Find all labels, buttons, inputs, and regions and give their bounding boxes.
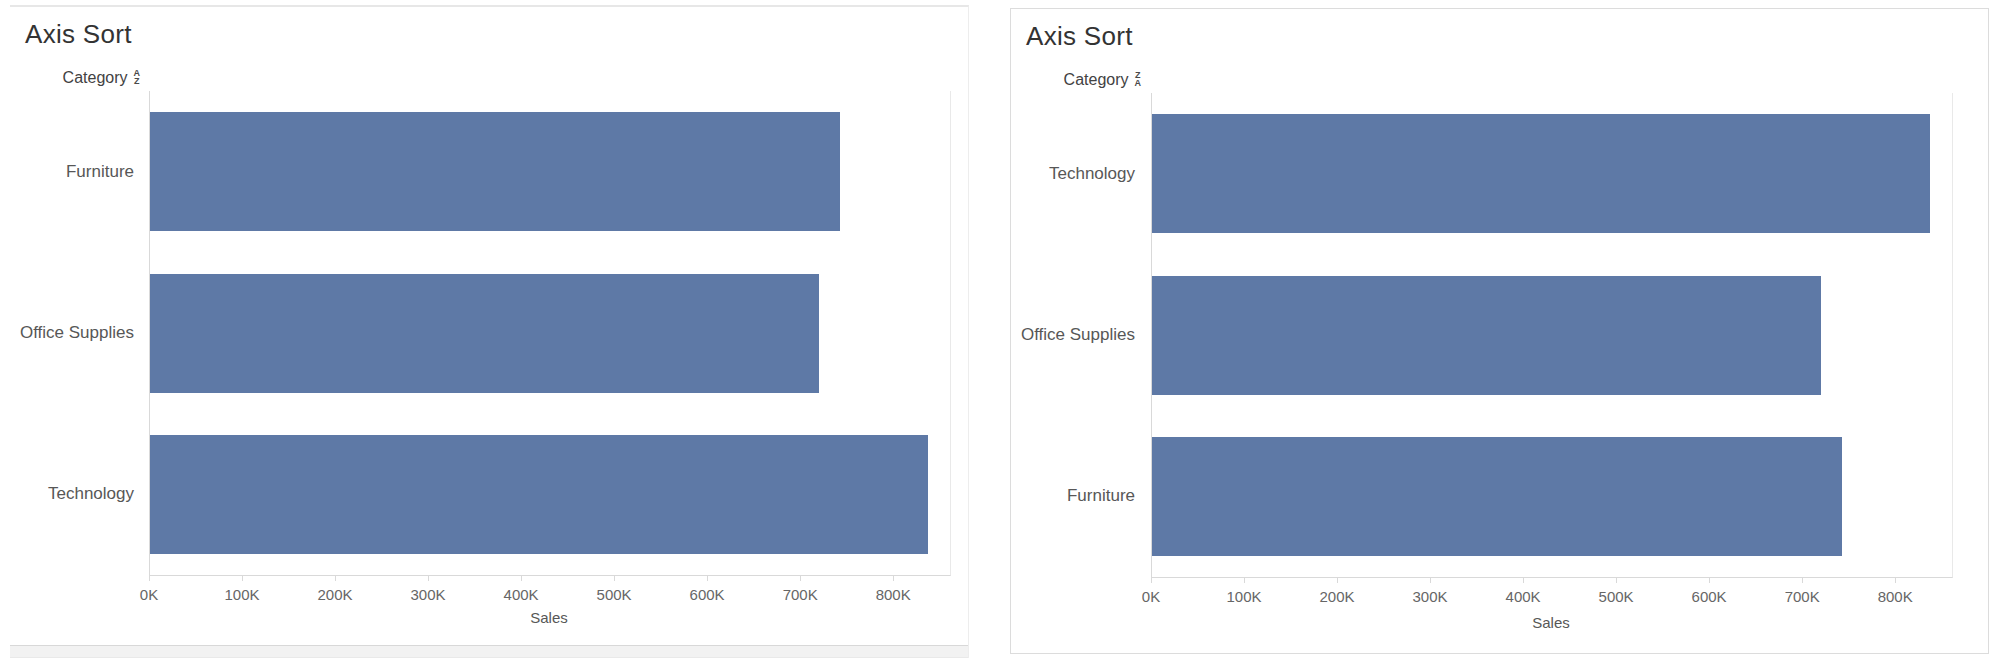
x-axis-tick	[800, 576, 801, 581]
bar-technology[interactable]	[150, 435, 928, 554]
x-axis-tick	[335, 576, 336, 581]
bar-office-supplies[interactable]	[150, 274, 819, 393]
x-axis-tick-label: 600K	[675, 586, 739, 603]
x-axis-tick-label: 400K	[1491, 588, 1555, 605]
x-axis-tick	[1523, 578, 1524, 583]
category-label-office-supplies[interactable]: Office Supplies	[10, 252, 142, 413]
x-axis-tick	[428, 576, 429, 581]
x-axis-tick-label: 0K	[117, 586, 181, 603]
chart-card-ascending: Axis Sort Category A Z FurnitureOffice S…	[10, 5, 969, 658]
category-label-technology[interactable]: Technology	[10, 414, 142, 575]
category-label-office-supplies[interactable]: Office Supplies	[1011, 254, 1143, 415]
x-axis: 0K100K200K300K400K500K600K700K800K	[1151, 578, 1951, 612]
sort-icon-bottom-letter: A	[1135, 79, 1142, 87]
sort-icon-bottom-letter: Z	[134, 77, 140, 85]
category-labels: FurnitureOffice SuppliesTechnology	[10, 91, 142, 575]
bar-furniture[interactable]	[150, 112, 840, 231]
x-axis-tick	[1895, 578, 1896, 583]
plot-area	[149, 91, 951, 576]
x-axis-tick-label: 300K	[396, 586, 460, 603]
x-axis-tick	[1151, 578, 1152, 583]
x-axis-tick-label: 200K	[1305, 588, 1369, 605]
x-axis-tick	[1616, 578, 1617, 583]
sort-ascending-icon: A Z	[134, 69, 141, 85]
x-axis: 0K100K200K300K400K500K600K700K800K	[149, 576, 949, 610]
plot-area	[1151, 93, 1953, 578]
category-field-label: Category	[63, 69, 128, 87]
x-axis-tick-label: 800K	[1863, 588, 1927, 605]
x-axis-tick	[1244, 578, 1245, 583]
category-label-furniture[interactable]: Furniture	[10, 91, 142, 252]
x-axis-tick-label: 300K	[1398, 588, 1462, 605]
x-axis-tick	[614, 576, 615, 581]
x-axis-tick-label: 700K	[768, 586, 832, 603]
x-axis-title: Sales	[149, 609, 949, 626]
x-axis-tick-label: 700K	[1770, 588, 1834, 605]
x-axis-tick-label: 100K	[210, 586, 274, 603]
x-axis-tick-label: 100K	[1212, 588, 1276, 605]
chart-title: Axis Sort	[25, 19, 132, 50]
x-axis-tick	[149, 576, 150, 581]
category-field-label: Category	[1064, 71, 1129, 89]
bar-furniture[interactable]	[1152, 437, 1842, 556]
bar-office-supplies[interactable]	[1152, 276, 1821, 395]
x-axis-tick	[242, 576, 243, 581]
x-axis-tick	[1337, 578, 1338, 583]
chart-title: Axis Sort	[1026, 21, 1133, 52]
dashboard-canvas: Axis Sort Category A Z FurnitureOffice S…	[0, 0, 2000, 667]
x-axis-tick	[521, 576, 522, 581]
category-axis-header[interactable]: Category A Z	[10, 67, 140, 89]
x-axis-tick	[1709, 578, 1710, 583]
x-axis-tick	[893, 576, 894, 581]
x-axis-tick	[1430, 578, 1431, 583]
x-axis-tick-label: 0K	[1119, 588, 1183, 605]
category-label-technology[interactable]: Technology	[1011, 93, 1143, 254]
x-axis-tick-label: 200K	[303, 586, 367, 603]
category-axis-header[interactable]: Category Z A	[1011, 69, 1141, 91]
x-axis-tick-label: 500K	[1584, 588, 1648, 605]
category-labels: TechnologyOffice SuppliesFurniture	[1011, 93, 1143, 577]
x-axis-title: Sales	[1151, 614, 1951, 631]
x-axis-tick-label: 400K	[489, 586, 553, 603]
x-axis-tick	[1802, 578, 1803, 583]
x-axis-tick	[707, 576, 708, 581]
bar-technology[interactable]	[1152, 114, 1930, 233]
x-axis-tick-label: 600K	[1677, 588, 1741, 605]
x-axis-tick-label: 500K	[582, 586, 646, 603]
horizontal-scrollbar-track[interactable]	[10, 645, 968, 658]
chart-card-descending: Axis Sort Category Z A TechnologyOffice …	[1010, 8, 1989, 654]
x-axis-tick-label: 800K	[861, 586, 925, 603]
sort-descending-icon: Z A	[1135, 71, 1142, 87]
category-label-furniture[interactable]: Furniture	[1011, 416, 1143, 577]
